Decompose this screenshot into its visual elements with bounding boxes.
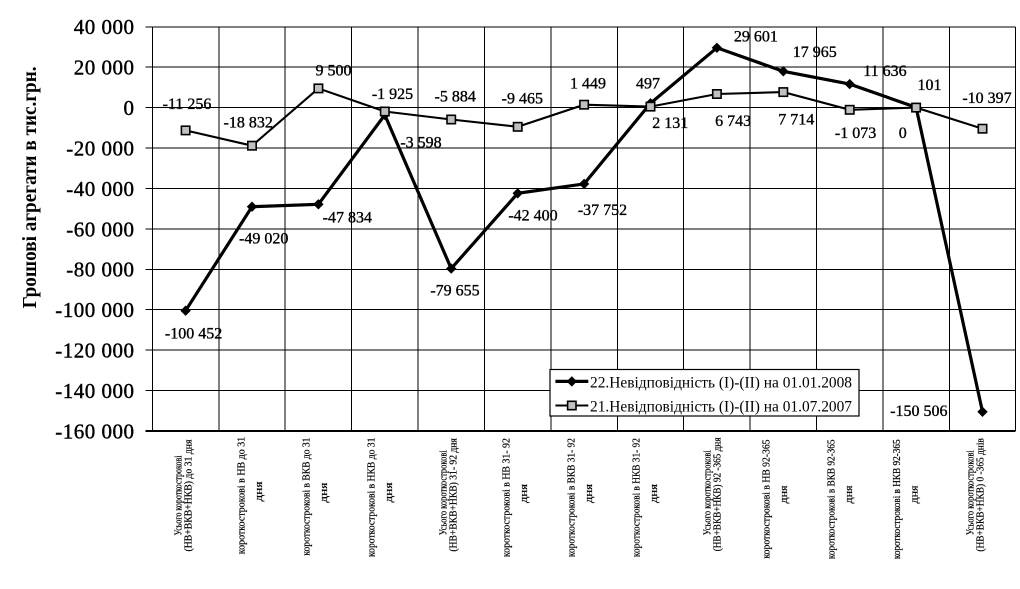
svg-text:1 449: 1 449 bbox=[570, 76, 606, 93]
svg-text:7 714: 7 714 bbox=[778, 111, 814, 128]
svg-text:короткострокові в НВ 92-365: короткострокові в НВ 92-365 bbox=[762, 440, 773, 559]
svg-text:-49 020: -49 020 bbox=[239, 231, 288, 248]
svg-text:(НВ+ВКВ+НКВ) 31- 92 дня: (НВ+ВКВ+НКВ) 31- 92 дня bbox=[449, 438, 460, 552]
svg-text:-20 000: -20 000 bbox=[66, 137, 134, 161]
svg-text:-80 000: -80 000 bbox=[66, 258, 134, 282]
svg-text:-140 000: -140 000 bbox=[55, 379, 134, 403]
svg-text:-60 000: -60 000 bbox=[66, 217, 134, 241]
svg-text:дня: дня bbox=[649, 484, 660, 503]
svg-text:-5 884: -5 884 bbox=[435, 88, 476, 105]
svg-text:Грошові агрегати в тис.грн.: Грошові агрегати в тис.грн. bbox=[19, 66, 41, 308]
svg-text:дня: дня bbox=[519, 484, 530, 503]
svg-text:-100 000: -100 000 bbox=[55, 298, 134, 322]
svg-text:22.Невідповідність (І)-(ІІ) на: 22.Невідповідність (І)-(ІІ) на 01.01.200… bbox=[590, 375, 852, 392]
svg-text:17 965: 17 965 bbox=[793, 44, 837, 61]
svg-text:-160 000: -160 000 bbox=[55, 419, 134, 443]
svg-text:40 000: 40 000 bbox=[74, 15, 135, 39]
svg-text:короткострокові в НКВ 92-365: короткострокові в НКВ 92-365 bbox=[892, 439, 903, 559]
svg-text:(НВ+ВКВ+НКВ) 0 -365 днів: (НВ+ВКВ+НКВ) 0 -365 днів bbox=[976, 438, 987, 552]
svg-text:дня: дня bbox=[584, 484, 595, 503]
svg-text:Усього короткострокові: Усього короткострокові bbox=[965, 450, 976, 535]
svg-text:короткострокові в НКВ до 31: короткострокові в НКВ до 31 bbox=[367, 438, 378, 557]
svg-text:короткострокові в ВКВ до 31: короткострокові в ВКВ до 31 bbox=[301, 438, 312, 556]
svg-text:дня: дня bbox=[254, 481, 265, 502]
svg-text:короткострокові в НВ 31- 92: короткострокові в НВ 31- 92 bbox=[502, 438, 513, 557]
svg-text:9 500: 9 500 bbox=[316, 62, 352, 79]
svg-text:-10 397: -10 397 bbox=[962, 90, 1011, 107]
svg-text:-9 465: -9 465 bbox=[502, 91, 543, 108]
svg-text:-37 752: -37 752 bbox=[578, 202, 627, 219]
svg-text:-3 598: -3 598 bbox=[400, 134, 441, 151]
svg-text:2 131: 2 131 bbox=[652, 115, 688, 132]
svg-text:-150 506: -150 506 bbox=[890, 403, 947, 420]
svg-text:дня: дня bbox=[319, 482, 330, 503]
svg-text:-11 256: -11 256 bbox=[163, 96, 212, 113]
svg-text:-40 000: -40 000 bbox=[66, 177, 134, 201]
svg-text:-79 655: -79 655 bbox=[430, 283, 479, 300]
svg-text:101: 101 bbox=[918, 77, 942, 94]
svg-text:дня: дня bbox=[909, 485, 920, 503]
svg-text:-47 834: -47 834 bbox=[323, 209, 372, 226]
svg-text:-100 452: -100 452 bbox=[165, 326, 222, 343]
svg-text:497: 497 bbox=[636, 76, 660, 93]
svg-text:0: 0 bbox=[899, 125, 907, 142]
svg-text:короткострокові в НВ до 31: короткострокові в НВ до 31 bbox=[236, 437, 247, 555]
svg-text:короткострокові в НКВ 31- 92: короткострокові в НКВ 31- 92 bbox=[632, 438, 643, 557]
svg-text:Усього короткострокові: Усього короткострокові bbox=[439, 450, 450, 535]
svg-text:29 601: 29 601 bbox=[734, 28, 778, 45]
svg-text:дня: дня bbox=[844, 485, 855, 503]
svg-text:Усього короткострокові: Усього короткострокові bbox=[703, 450, 714, 535]
svg-text:(НВ+ВКВ+НКВ) 92 -365 дня: (НВ+ВКВ+НКВ) 92 -365 дня bbox=[713, 437, 724, 551]
svg-text:короткострокові в ВКВ 92-365: короткострокові в ВКВ 92-365 bbox=[827, 439, 838, 559]
svg-text:-120 000: -120 000 bbox=[55, 339, 134, 363]
svg-text:дня: дня bbox=[779, 485, 790, 503]
svg-text:Усього короткострокові: Усього короткострокові bbox=[174, 455, 185, 535]
svg-text:11 636: 11 636 bbox=[863, 63, 906, 80]
svg-text:20 000: 20 000 bbox=[74, 56, 135, 80]
svg-text:-18 832: -18 832 bbox=[224, 115, 273, 132]
svg-text:(НВ+ВКВ+НКВ) до 31 дня: (НВ+ВКВ+НКВ) до 31 дня bbox=[184, 439, 195, 551]
svg-text:-1 073: -1 073 bbox=[835, 125, 876, 142]
svg-text:короткострокові в ВКВ 31- 92: короткострокові в ВКВ 31- 92 bbox=[567, 438, 578, 557]
svg-text:0: 0 bbox=[124, 96, 135, 120]
svg-text:-1 925: -1 925 bbox=[372, 86, 413, 103]
svg-text:дня: дня bbox=[384, 482, 395, 503]
svg-text:-42 400: -42 400 bbox=[508, 208, 557, 225]
svg-text:6 743: 6 743 bbox=[715, 113, 751, 130]
svg-text:21.Невідповідність (І)-(ІІ) на: 21.Невідповідність (І)-(ІІ) на 01.07.200… bbox=[590, 399, 852, 416]
